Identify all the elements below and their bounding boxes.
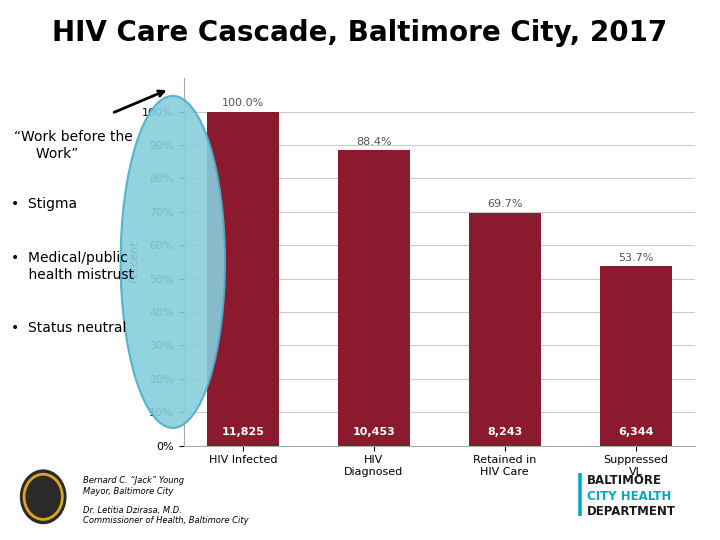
Text: HIV Care Cascade, Baltimore City, 2017: HIV Care Cascade, Baltimore City, 2017 xyxy=(53,19,667,47)
Text: DEPARTMENT: DEPARTMENT xyxy=(587,505,676,518)
Text: 88.4%: 88.4% xyxy=(356,137,392,147)
Text: CITY HEALTH: CITY HEALTH xyxy=(587,490,671,503)
Text: BALTIMORE: BALTIMORE xyxy=(587,474,662,487)
Bar xyxy=(207,112,279,446)
Text: 11,825: 11,825 xyxy=(221,427,264,437)
Text: •  Medical/public
    health mistrust: • Medical/public health mistrust xyxy=(11,251,134,282)
Text: 6,344: 6,344 xyxy=(618,427,653,437)
Text: Bernard C. “Jack” Young
Mayor, Baltimore City: Bernard C. “Jack” Young Mayor, Baltimore… xyxy=(83,476,184,496)
Bar xyxy=(338,151,410,446)
Text: “Work before the
     Work”: “Work before the Work” xyxy=(14,130,133,161)
Text: |: | xyxy=(572,472,586,516)
Circle shape xyxy=(20,470,66,524)
Text: 69.7%: 69.7% xyxy=(487,199,523,210)
Text: 10,453: 10,453 xyxy=(352,427,395,437)
Y-axis label: Percent: Percent xyxy=(130,241,140,283)
Text: Dr. Letitia Dzirasa, M.D.
Commissioner of Health, Baltimore City: Dr. Letitia Dzirasa, M.D. Commissioner o… xyxy=(83,506,248,525)
Bar xyxy=(469,213,541,446)
Text: 8,243: 8,243 xyxy=(487,427,522,437)
Text: •  Status neutral: • Status neutral xyxy=(11,321,126,335)
Text: 53.7%: 53.7% xyxy=(618,253,653,263)
Text: •  Stigma: • Stigma xyxy=(11,197,77,211)
Bar xyxy=(600,266,672,445)
Text: 100.0%: 100.0% xyxy=(222,98,264,109)
